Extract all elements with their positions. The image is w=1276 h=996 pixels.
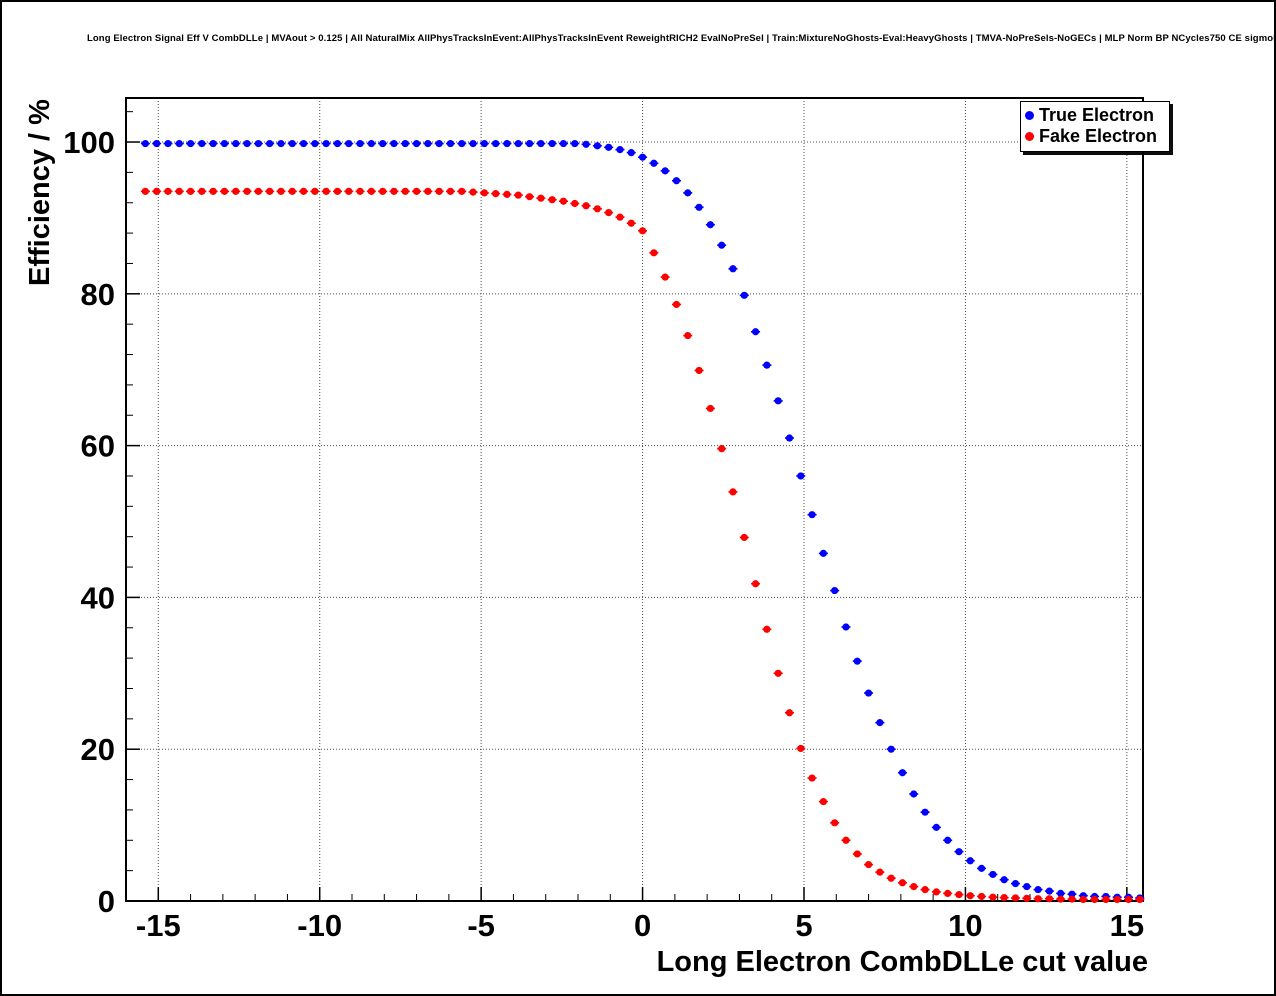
y-tick-label: 100 (63, 125, 115, 160)
x-tick-label: 0 (634, 908, 651, 943)
y-tick-label: 80 (81, 277, 115, 312)
x-axis-title: Long Electron CombDLLe cut value (656, 946, 1148, 978)
fake-electron-marker-icon (1025, 132, 1034, 141)
y-tick-label: 0 (98, 884, 115, 919)
series-fake-electron (140, 187, 1145, 904)
x-tick-label: -5 (467, 908, 495, 943)
x-tick-label: 10 (948, 908, 982, 943)
y-tick-label: 40 (81, 580, 115, 615)
x-tick-label: -10 (297, 908, 342, 943)
plot-title: Long Electron Signal Eff V CombDLLe | MV… (87, 33, 1276, 44)
legend-entry-true-electron: True Electron (1025, 105, 1165, 126)
legend-entry-fake-electron: Fake Electron (1025, 126, 1165, 147)
legend-label-fake-electron: Fake Electron (1039, 126, 1158, 146)
x-tick-label: 5 (795, 908, 812, 943)
legend: True Electron Fake Electron (1020, 101, 1170, 152)
x-tick-label: 15 (1110, 908, 1144, 943)
grid-lines (126, 98, 1143, 901)
tick-labels: -15 -10 -5 0 5 10 15 0 20 40 60 80 100 (63, 125, 1144, 943)
true-electron-marker-icon (1025, 111, 1034, 120)
y-axis-title: Efficiency / % (24, 99, 56, 286)
x-tick-label: -15 (136, 908, 181, 943)
axis-ticks (125, 111, 1128, 902)
y-tick-label: 20 (81, 732, 115, 767)
plot-frame (125, 97, 1144, 902)
series-true-electron (140, 139, 1145, 902)
legend-label-true-electron: True Electron (1039, 105, 1155, 125)
y-tick-label: 60 (81, 429, 115, 464)
